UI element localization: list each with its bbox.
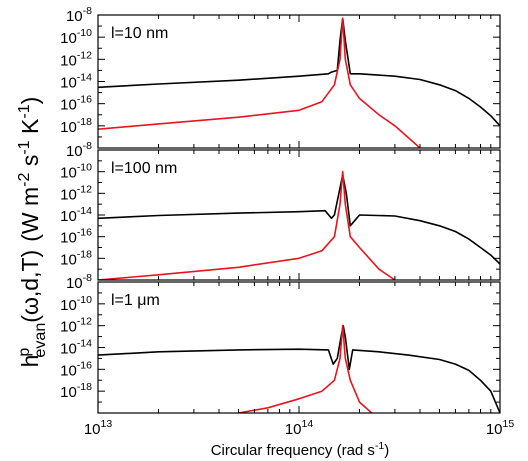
y-tick-label-base: 10 (60, 97, 77, 114)
y-axis-label: hpevan(ω,d,T)(W m-2 s-1 K-1) (15, 97, 49, 368)
series-line-black (98, 17, 500, 127)
y-tick-label-base: 10 (60, 75, 77, 92)
y-tick-label-base: 10 (60, 362, 77, 379)
y-tick-label-base: 10 (60, 251, 77, 268)
y-tick-label: 10-12 (60, 49, 92, 69)
y-tick-label-exp: -18 (77, 381, 92, 393)
series-line-red (238, 324, 373, 413)
y-tick-label: 10-10 (60, 294, 92, 314)
y-axis-label-sub: evan (31, 323, 49, 358)
x-axis-label-end: ) (384, 442, 389, 459)
y-tick-label-base: 10 (60, 319, 77, 336)
y-tick-label: 10-14 (60, 72, 92, 92)
x-tick-labels: 1013 1014 1015 (84, 418, 515, 438)
y-tick-label-base: 10 (60, 341, 77, 358)
y-tick-label-exp: -10 (77, 27, 92, 39)
y-tick-label-exp: -12 (77, 49, 92, 61)
x-tick-label-base: 10 (84, 421, 101, 438)
y-tick-label-base: 10 (60, 119, 77, 136)
y-tick-label-base: 10 (60, 165, 77, 182)
y-tick-label-base: 10 (66, 143, 83, 160)
y-tick-label-base: 10 (60, 384, 77, 401)
y-tick-label: 10-16 (60, 94, 92, 114)
y-tick-label: 10-14 (60, 205, 92, 225)
y-axis-label-unit-c: K (17, 118, 43, 140)
y-axis-label-unit-c-sup: -1 (15, 104, 33, 118)
panel-label: l=10 nm (111, 25, 168, 42)
y-tick-label-exp: -16 (77, 359, 92, 371)
y-tick-label-exp: -18 (77, 248, 92, 260)
y-axis-label-unit-a: (W m (17, 187, 43, 242)
y-tick-label-base: 10 (60, 297, 77, 314)
y-tick-label: 10-18 (60, 381, 92, 401)
y-tick-label-base: 10 (60, 30, 77, 47)
y-tick-label-exp: -16 (77, 227, 92, 239)
series-line-black (98, 324, 500, 413)
y-tick-label-exp: -12 (77, 316, 92, 328)
y-axis-label-sup: p (15, 348, 33, 357)
y-tick-label-base: 10 (66, 8, 83, 25)
y-tick-label-base: 10 (60, 230, 77, 247)
y-tick-label: 10-8 (66, 272, 92, 292)
x-axis-label-text: Circular frequency (rad s (211, 442, 375, 459)
y-tick-label: 10-14 (60, 338, 92, 358)
y-tick-label-exp: -10 (77, 294, 92, 306)
y-tick-label: 10-8 (66, 5, 92, 25)
series-line-red (98, 170, 396, 280)
y-tick-label-exp: -8 (83, 272, 92, 284)
y-tick-label: 10-16 (60, 227, 92, 247)
y-tick-label-exp: -16 (77, 94, 92, 106)
y-tick-label: 10-12 (60, 316, 92, 336)
y-tick-label-exp: -8 (83, 140, 92, 152)
y-tick-label-base: 10 (60, 186, 77, 203)
x-axis-label: Circular frequency (rad s-1) (211, 440, 390, 459)
x-axis-label-sup: -1 (375, 440, 384, 452)
x-tick-label: 1014 (285, 418, 314, 438)
y-tick-label: 10-16 (60, 359, 92, 379)
x-tick-label-exp: 15 (503, 418, 515, 430)
y-tick-label-exp: -8 (83, 5, 92, 17)
y-axis-label-unit-b-sup: -1 (15, 140, 33, 154)
series-line-black (98, 174, 500, 265)
y-tick-label: 10-10 (60, 162, 92, 182)
x-tick-label: 1015 (486, 418, 515, 438)
y-tick-label: 10-8 (66, 140, 92, 160)
y-tick-label-base: 10 (60, 208, 77, 225)
y-tick-label: 10-12 (60, 183, 92, 203)
y-axis-label-unit-a-sup: -2 (15, 173, 33, 187)
series-line-red (98, 17, 421, 148)
y-tick-label: 10-18 (60, 248, 92, 268)
y-tick-label-exp: -14 (77, 72, 92, 84)
y-tick-label-exp: -10 (77, 162, 92, 174)
x-tick-label-exp: 13 (101, 418, 113, 430)
x-tick-label-base: 10 (285, 421, 302, 438)
x-tick-label-base: 10 (486, 421, 503, 438)
panel-label: l=100 nm (111, 160, 177, 177)
y-axis-label-unit-end: ) (17, 97, 43, 105)
y-tick-label: 10-10 (60, 27, 92, 47)
panel-label: l=1 μm (111, 292, 160, 309)
x-tick-label-exp: 14 (302, 418, 314, 430)
x-tick-label: 1013 (84, 418, 113, 438)
y-tick-label-base: 10 (66, 275, 83, 292)
y-tick-label-base: 10 (60, 52, 77, 69)
y-axis-label-unit-b: s (17, 155, 43, 173)
y-axis-label-args: (ω,d,T) (17, 250, 43, 323)
y-tick-label-exp: -14 (77, 338, 92, 350)
y-axis-label-h: h (17, 355, 43, 368)
y-tick-label-exp: -12 (77, 183, 92, 195)
y-tick-label-exp: -18 (77, 116, 92, 128)
y-tick-label: 10-18 (60, 116, 92, 136)
y-tick-label-exp: -14 (77, 205, 92, 217)
